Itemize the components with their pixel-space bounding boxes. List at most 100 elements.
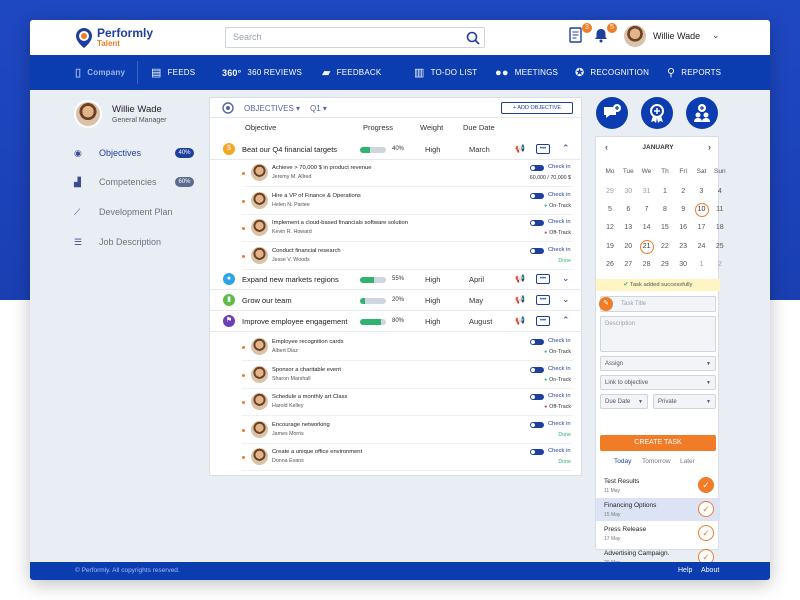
key-result-row[interactable]: Conduct financial research Jesse V. Woods… bbox=[210, 243, 583, 270]
calendar-day[interactable]: 12 bbox=[606, 224, 614, 232]
chevron-down-icon[interactable]: ⌄ bbox=[562, 273, 570, 283]
calendar-day[interactable]: 15 bbox=[660, 224, 669, 232]
nav-meetings[interactable]: ●● MEETINGS bbox=[495, 55, 558, 90]
calendar-day[interactable]: 20 bbox=[624, 242, 633, 250]
nav-company[interactable]: ▯ Company bbox=[75, 55, 125, 90]
key-result-title[interactable]: Employee recognition cards bbox=[272, 339, 344, 345]
calendar-day[interactable]: 4 bbox=[717, 188, 722, 195]
key-result-row[interactable]: Employee recognition cards Albert Diaz Che… bbox=[210, 334, 583, 361]
more-icon[interactable]: ••• bbox=[536, 316, 550, 326]
add-objective-button[interactable]: + ADD OBJECTIVE bbox=[501, 102, 573, 114]
objective-title[interactable]: Improve employee engagement bbox=[242, 317, 348, 326]
assign-select[interactable]: Assign ▼ bbox=[600, 356, 716, 371]
help-link[interactable]: Help bbox=[678, 567, 693, 574]
checkin-toggle[interactable] bbox=[530, 394, 544, 400]
calendar-day[interactable]: 23 bbox=[679, 242, 688, 250]
calendar-day[interactable]: 13 bbox=[624, 224, 633, 232]
checkin-toggle[interactable] bbox=[530, 192, 544, 199]
calendar-day[interactable]: 25 bbox=[715, 242, 724, 250]
key-result-title[interactable]: Hire a VP of Finance & Operations bbox=[272, 192, 361, 199]
check-in-link[interactable]: Check in bbox=[548, 338, 571, 344]
key-result-title[interactable]: Encourage networking bbox=[272, 421, 330, 428]
calendar-day[interactable]: 27 bbox=[624, 260, 633, 268]
check-in-link[interactable]: Check in bbox=[548, 219, 571, 225]
megaphone-icon[interactable]: 📢 bbox=[515, 295, 525, 304]
more-icon[interactable]: ••• bbox=[536, 295, 550, 305]
objective-row[interactable]: ▮ Grow our team 20% High May 📢 ••• ⌄ bbox=[210, 291, 583, 311]
calendar-day[interactable]: 3 bbox=[699, 188, 704, 195]
check-in-link[interactable]: Check in bbox=[548, 420, 571, 427]
calendar-day[interactable]: 28 bbox=[642, 260, 651, 268]
calendar-day[interactable]: 18 bbox=[715, 224, 724, 232]
chevron-right-icon[interactable]: › bbox=[708, 142, 711, 152]
calendar-day[interactable]: 19 bbox=[606, 242, 614, 250]
tasks-icon[interactable]: 3 bbox=[569, 23, 592, 45]
sidebar-item-objectives[interactable]: ◉ Objectives 40% bbox=[74, 146, 194, 162]
checkin-toggle[interactable] bbox=[530, 165, 544, 171]
sidebar-item-competencies[interactable]: ▟ Competencies 60% bbox=[74, 175, 194, 191]
check-icon[interactable]: ✓ bbox=[698, 501, 714, 517]
calendar-day[interactable]: 17 bbox=[697, 224, 706, 232]
calendar-day[interactable]: 5 bbox=[608, 206, 612, 214]
create-task-button[interactable]: CREATE TASK bbox=[600, 435, 716, 451]
sidebar-item-development-plan[interactable]: ⟋ Development Plan bbox=[74, 205, 194, 221]
objective-title[interactable]: Beat our Q4 financial targets bbox=[242, 145, 338, 154]
calendar-day[interactable]: 7 bbox=[644, 206, 649, 214]
calendar-day[interactable]: 9 bbox=[681, 206, 686, 214]
sidebar-item-job-description[interactable]: ☰ Job Description bbox=[74, 235, 194, 251]
tab-later[interactable]: Later bbox=[680, 458, 695, 465]
key-result-row[interactable]: Schedule a monthly art Class Harold Kelle… bbox=[210, 389, 583, 416]
nav-feedback[interactable]: ▰ FEEDBACK bbox=[322, 55, 381, 90]
objective-row[interactable]: $ Beat our Q4 financial targets 40% High Mar… bbox=[210, 140, 583, 160]
key-result-title[interactable]: Achieve > 70,000 $ in product revenue bbox=[272, 165, 372, 171]
calendar-day[interactable]: 29 bbox=[660, 260, 669, 268]
calendar-day[interactable]: 26 bbox=[606, 260, 614, 268]
key-result-title[interactable]: Schedule a monthly art Class bbox=[272, 394, 348, 400]
recognition-action-button[interactable] bbox=[641, 97, 673, 129]
check-in-link[interactable]: Check in bbox=[548, 393, 571, 399]
about-link[interactable]: About bbox=[701, 567, 720, 574]
calendar-day[interactable]: 1 bbox=[699, 260, 704, 268]
task-item[interactable]: Financing Options 15 May ✓ bbox=[596, 498, 720, 521]
key-result-title[interactable]: Sponsor a charitable event bbox=[272, 366, 341, 373]
chevron-up-icon[interactable]: ⌃ bbox=[562, 315, 570, 325]
key-result-row[interactable]: Sponsor a charitable event Sharon Marshal… bbox=[210, 362, 583, 389]
nav-todo[interactable]: ▥ TO-DO LIST bbox=[414, 55, 477, 90]
key-result-title[interactable]: Implement a cloud-based financials softw… bbox=[272, 220, 408, 226]
checkin-toggle[interactable] bbox=[530, 339, 544, 345]
quarter-select[interactable]: Q1 ▾ bbox=[310, 104, 327, 113]
calendar-day[interactable]: 24 bbox=[697, 242, 706, 250]
calendar-day[interactable]: 22 bbox=[660, 242, 669, 250]
key-result-row[interactable]: Implement a cloud-based financials softw… bbox=[210, 215, 583, 242]
megaphone-icon[interactable]: 📢 bbox=[515, 316, 525, 325]
calendar-day[interactable]: 2 bbox=[717, 260, 722, 268]
calendar-day[interactable]: 1 bbox=[662, 188, 667, 195]
objectives-filter[interactable]: OBJECTIVES ▾ bbox=[244, 104, 301, 113]
due-date-select[interactable]: Due Date ▼ bbox=[600, 394, 648, 409]
nav-reports[interactable]: ⚲ REPORTS bbox=[667, 55, 721, 90]
calendar-day[interactable]: 31 bbox=[642, 188, 651, 195]
search-icon[interactable] bbox=[466, 31, 480, 45]
check-in-link[interactable]: Check in bbox=[548, 164, 571, 170]
chevron-left-icon[interactable]: ‹ bbox=[605, 142, 608, 152]
nav-recognition[interactable]: ✪ RECOGNITION bbox=[575, 55, 649, 90]
feedback-action-button[interactable] bbox=[596, 97, 628, 129]
check-in-link[interactable]: Check in bbox=[548, 246, 571, 253]
check-in-link[interactable]: Check in bbox=[548, 191, 571, 198]
key-result-title[interactable]: Conduct financial research bbox=[272, 247, 341, 254]
key-result-row[interactable]: Create a unique office environment Donna … bbox=[210, 444, 583, 471]
bell-icon[interactable]: 5 bbox=[594, 23, 617, 45]
task-item[interactable]: Press Release 17 May ✓ bbox=[596, 522, 720, 545]
check-icon[interactable]: ✓ bbox=[698, 477, 714, 493]
calendar-day[interactable]: 11 bbox=[716, 206, 724, 214]
chevron-down-icon[interactable]: ⌄ bbox=[712, 30, 720, 40]
objective-title[interactable]: Expand new markets regions bbox=[242, 275, 339, 284]
privacy-select[interactable]: Private ▼ bbox=[653, 394, 716, 409]
chevron-up-icon[interactable]: ⌃ bbox=[562, 143, 570, 153]
calendar-day[interactable]: 30 bbox=[679, 260, 688, 268]
check-icon[interactable]: ✓ bbox=[698, 525, 714, 541]
link-objective-select[interactable]: Link to objective ▼ bbox=[600, 375, 716, 390]
checkin-toggle[interactable] bbox=[530, 220, 544, 226]
calendar-day[interactable]: 10 bbox=[694, 203, 709, 218]
task-title-input[interactable]: ✎ Task Title bbox=[599, 296, 716, 312]
